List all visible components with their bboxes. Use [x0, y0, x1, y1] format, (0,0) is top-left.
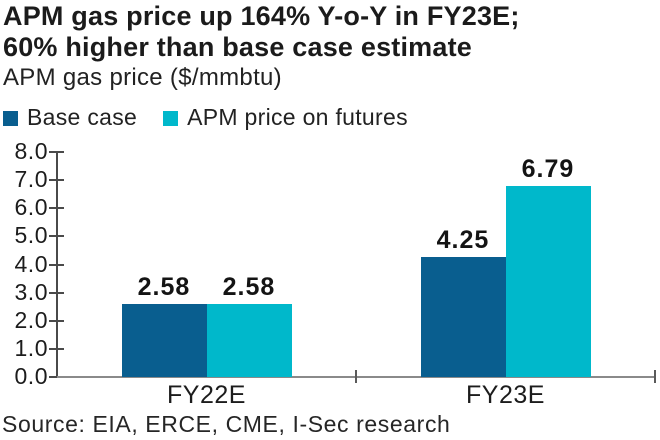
y-axis-tick-label: 0.0	[14, 363, 48, 389]
legend-item-apm-futures: APM price on futures	[163, 104, 408, 131]
y-axis-tick-label: 4.0	[14, 250, 48, 277]
y-axis-tick	[49, 235, 64, 238]
y-axis-tick-label: 5.0	[14, 222, 48, 249]
chart-subtitle: APM gas price ($/mmbtu)	[3, 64, 282, 91]
source-note: Source: EIA, ERCE, CME, I-Sec research	[2, 411, 451, 437]
bar-base-case-fy22e	[121, 304, 207, 377]
y-axis-tick	[49, 319, 64, 322]
y-axis-tick	[49, 263, 64, 266]
y-axis-tick	[49, 151, 64, 153]
y-axis-tick	[49, 347, 64, 350]
y-axis-tick-label: 6.0	[14, 194, 48, 221]
bar-apm-price-on-futures-fy23e	[505, 186, 591, 377]
y-axis-tick-label: 8.0	[14, 138, 48, 164]
y-axis-tick	[49, 207, 64, 210]
chart-title: APM gas price up 164% Y-o-Y in FY23E; 60…	[3, 1, 659, 63]
bar-apm-price-on-futures-fy22e	[206, 304, 292, 377]
legend-item-base-case: Base case	[3, 104, 137, 131]
bar-value-label-base-case-fy23e: 4.25	[436, 226, 490, 255]
bar-value-label-apm-price-on-futures-fy23e: 6.79	[521, 155, 575, 184]
y-axis-tick	[49, 376, 64, 378]
chart-title-line2: 60% higher than base case estimate	[3, 32, 473, 62]
y-axis-tick	[49, 179, 64, 182]
legend-swatch-base-case	[3, 111, 18, 126]
x-axis-tick	[654, 370, 656, 383]
legend-label-base-case: Base case	[27, 104, 138, 130]
y-axis-tick-label: 3.0	[14, 278, 48, 305]
chart-title-line1: APM gas price up 164% Y-o-Y in FY23E;	[3, 1, 520, 31]
bar-value-label-base-case-fy22e: 2.58	[137, 273, 191, 302]
legend: Base case APM price on futures	[3, 104, 408, 131]
y-axis-tick-label: 7.0	[14, 166, 48, 193]
y-axis-tick-label: 2.0	[14, 306, 48, 333]
legend-swatch-apm-futures	[163, 111, 179, 126]
legend-label-apm-futures: APM price on futures	[187, 104, 408, 130]
y-axis-tick-label: 1.0	[14, 334, 48, 361]
bar-base-case-fy23e	[420, 257, 506, 377]
x-axis-tick	[355, 370, 357, 383]
x-axis-category-label-fy23e: FY23E	[466, 381, 545, 409]
y-axis-tick	[49, 291, 64, 294]
x-axis-category-label-fy22e: FY22E	[167, 381, 246, 409]
bar-value-label-apm-price-on-futures-fy22e: 2.58	[222, 273, 276, 302]
